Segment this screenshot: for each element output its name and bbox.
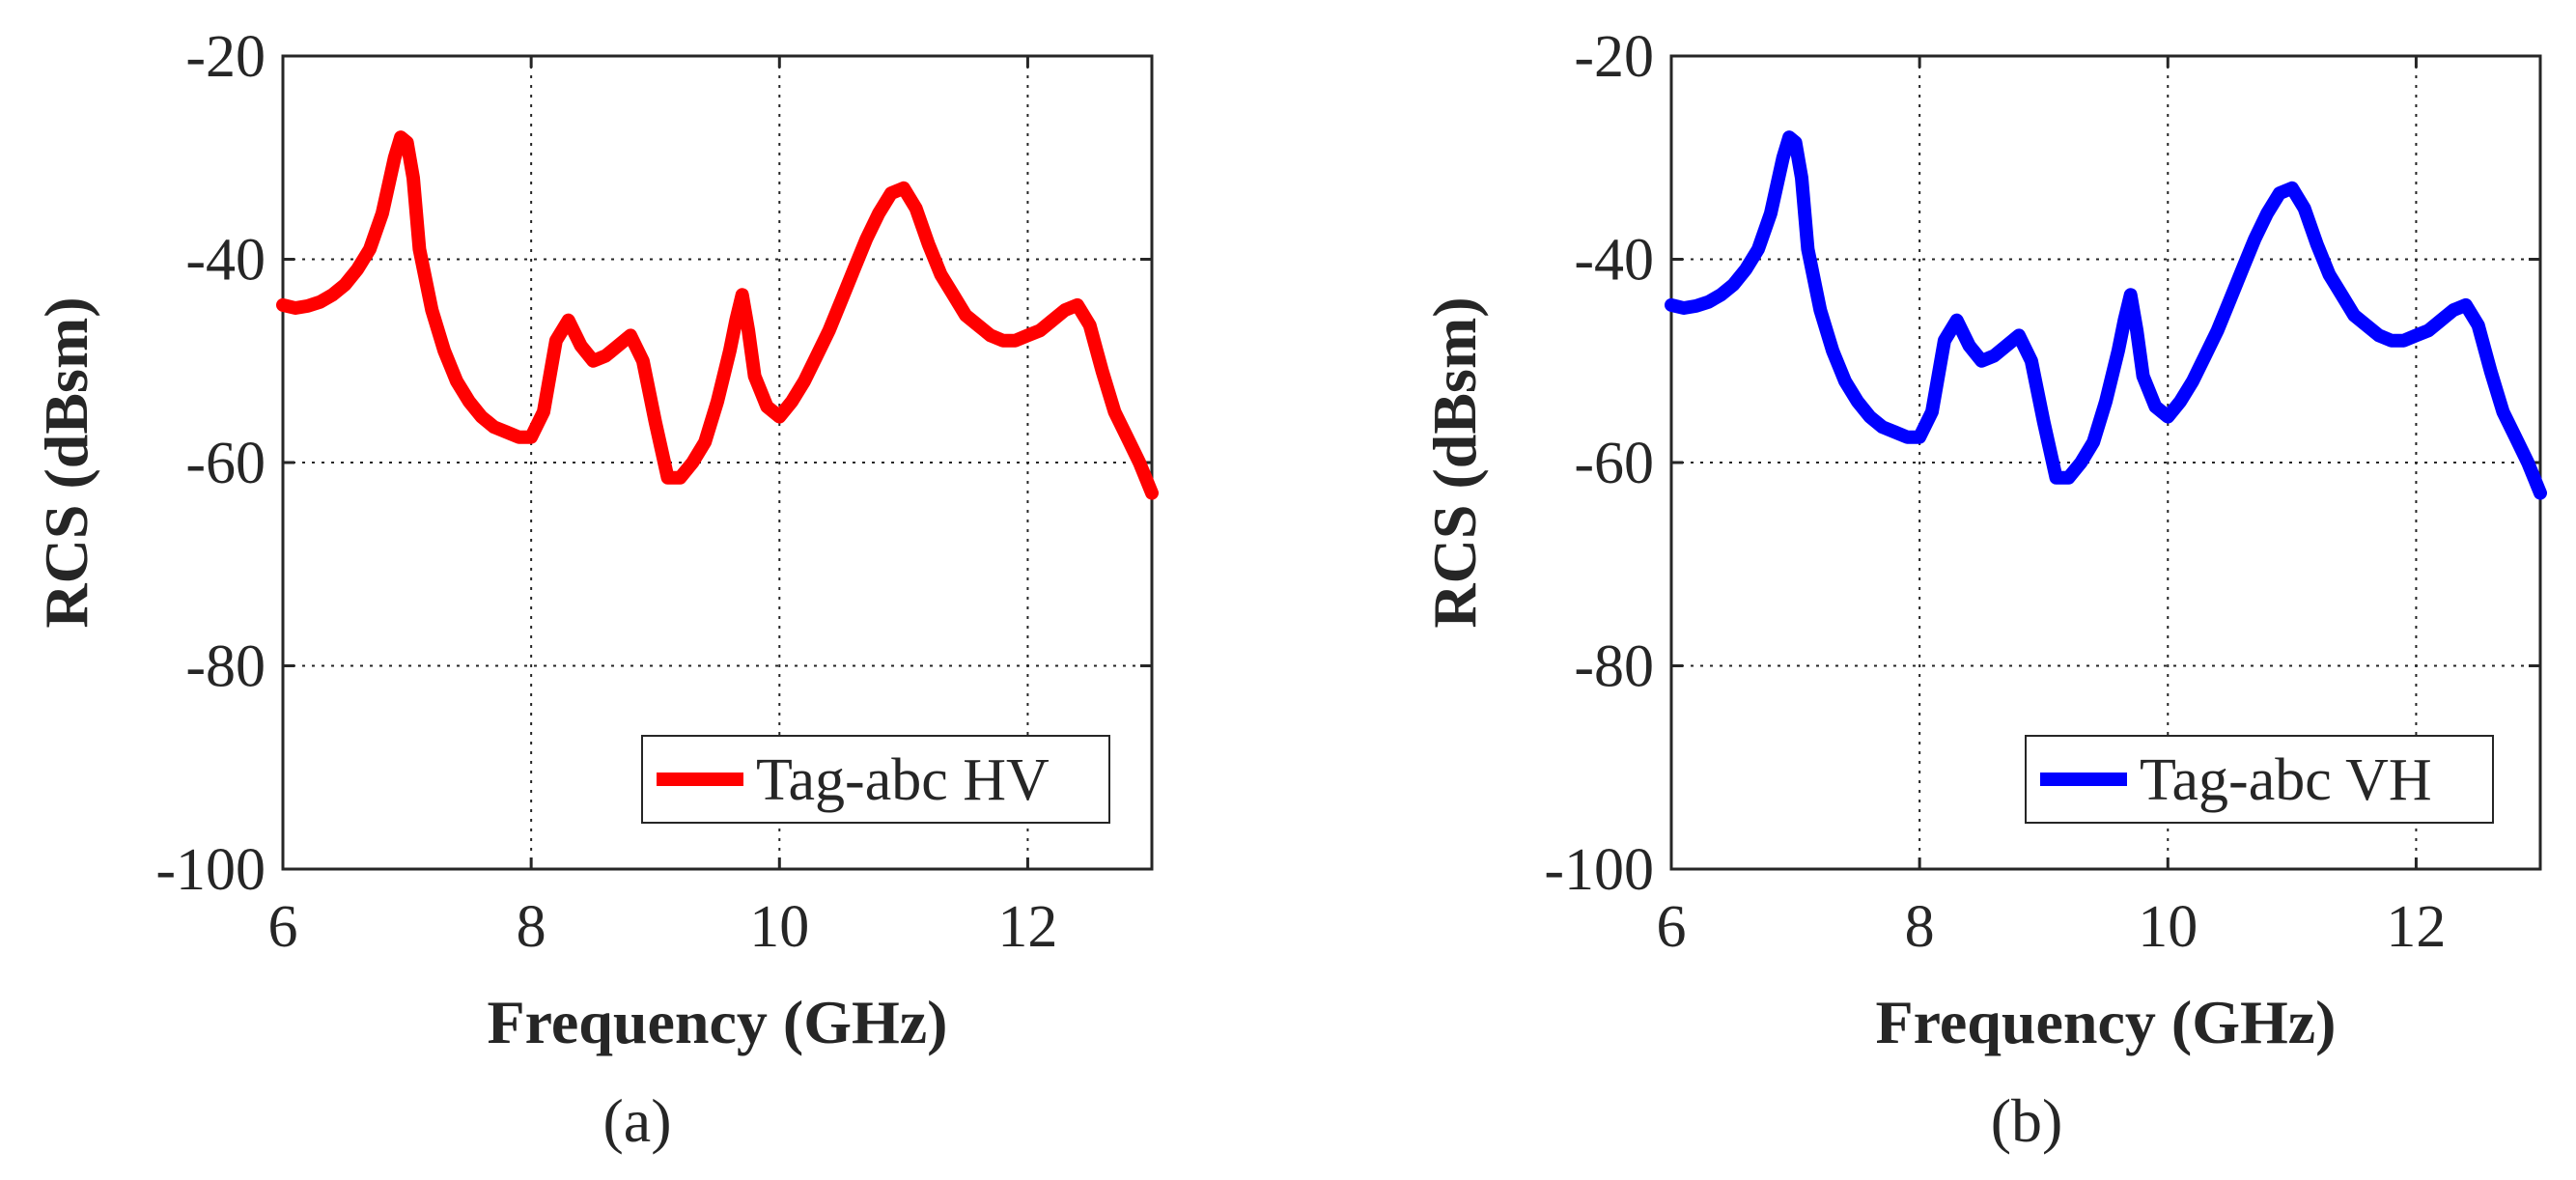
chart-panel-a: 6 8 10 12 -20 -40 -60 -80 -100 Frequency… [32, 24, 1159, 1155]
y-tick-label: -40 [1574, 228, 1654, 294]
x-tick-labels: 6 8 10 12 [268, 894, 1058, 960]
y-tick-label: -80 [1574, 634, 1654, 700]
x-tick-label: 6 [1657, 894, 1687, 960]
x-axis-title: Frequency (GHz) [488, 988, 948, 1056]
y-tick-label: -80 [185, 634, 266, 700]
x-tick-labels: 6 8 10 12 [1657, 894, 2447, 960]
y-tick-label: -20 [1574, 24, 1654, 90]
y-axis-title: RCS (dBsm) [32, 296, 100, 628]
legend-label: Tag-abc HV [756, 747, 1050, 813]
x-tick-label: 8 [1905, 894, 1935, 960]
x-tick-label: 8 [517, 894, 546, 960]
x-tick-label: 10 [749, 894, 809, 960]
x-axis-title: Frequency (GHz) [1876, 988, 2337, 1056]
axis-ticks [1669, 54, 2540, 871]
y-axis-title: RCS (dBsm) [1420, 296, 1489, 628]
panel-label-b: (b) [1991, 1086, 2063, 1155]
x-tick-label: 12 [997, 894, 1057, 960]
y-tick-label: -60 [1574, 431, 1654, 496]
panel-label-a: (a) [602, 1086, 671, 1155]
x-tick-label: 12 [2386, 894, 2446, 960]
y-tick-labels: -20 -40 -60 -80 -100 [1544, 24, 1654, 903]
series-line-tag-abc-vh [1665, 130, 2547, 500]
x-tick-label: 10 [2138, 894, 2198, 960]
y-tick-label: -40 [185, 228, 266, 294]
y-tick-labels: -20 -40 -60 -80 -100 [155, 24, 266, 903]
y-tick-label: -100 [1544, 837, 1654, 903]
chart-panel-b: 6 8 10 12 -20 -40 -60 -80 -100 Frequency… [1420, 24, 2547, 1155]
legend: Tag-abc HV [641, 735, 1110, 824]
y-tick-label: -20 [185, 24, 266, 90]
series-line-tag-abc-hv [276, 130, 1159, 500]
legend-label: Tag-abc VH [2140, 747, 2432, 813]
y-tick-label: -100 [155, 837, 266, 903]
legend: Tag-abc VH [2025, 735, 2494, 824]
y-tick-label: -60 [185, 431, 266, 496]
x-tick-label: 6 [268, 894, 298, 960]
axis-ticks [281, 54, 1152, 871]
